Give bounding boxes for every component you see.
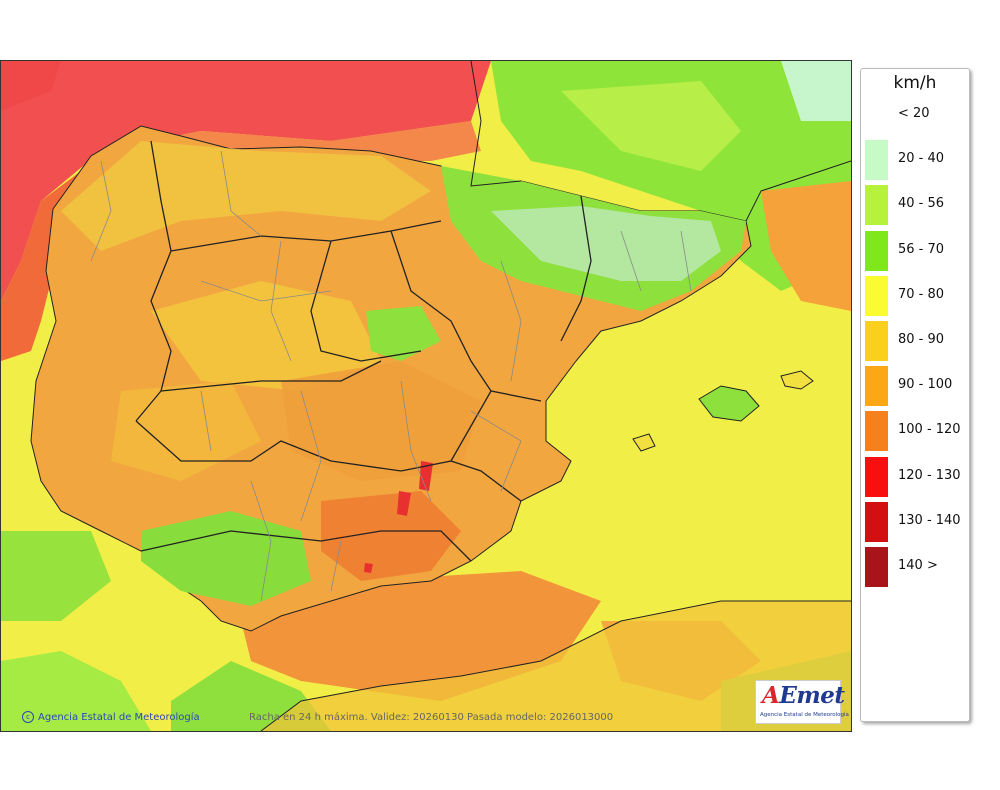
legend-item: 120 - 130 [865, 456, 969, 497]
legend-item: 56 - 70 [865, 230, 969, 271]
legend-swatch [865, 411, 888, 452]
legend-label: 100 - 120 [898, 422, 961, 438]
attribution-text: Agencia Estatal de Meteorología [38, 712, 200, 723]
legend-item: 130 - 140 [865, 501, 969, 542]
legend-item: 40 - 56 [865, 185, 969, 226]
legend-swatch [865, 185, 888, 226]
legend-item: 100 - 120 [865, 411, 969, 452]
copyright-icon: c [22, 711, 34, 723]
legend-label: 80 - 90 [898, 332, 945, 347]
legend-swatch [865, 275, 888, 316]
logo-subtitle: Agencia Estatal de Meteorología [760, 712, 849, 718]
legend-label: 40 - 56 [898, 196, 945, 212]
legend-item: < 20 [865, 95, 969, 135]
legend-item: 140 > [865, 547, 969, 587]
legend-label: 20 - 40 [898, 151, 945, 167]
legend-swatch [865, 456, 888, 497]
attribution: c Agencia Estatal de Meteorología [22, 711, 200, 723]
legend-item: 20 - 40 [865, 140, 969, 181]
legend-item: 80 - 90 [865, 321, 969, 361]
legend-label: 120 - 130 [898, 467, 961, 483]
legend-label: 140 > [898, 558, 938, 573]
legend-label: 56 - 70 [898, 241, 945, 257]
legend: km/h < 20 20 - 40 40 - 56 56 - 70 70 - 80 80 … [860, 68, 970, 722]
legend-swatch [865, 321, 888, 361]
legend-label: 70 - 80 [898, 286, 945, 302]
aemet-logo: AEmet Agencia Estatal de Meteorología [755, 680, 849, 724]
wind-gust-map [0, 60, 852, 732]
legend-swatch [865, 366, 888, 407]
legend-label: 90 - 100 [898, 377, 953, 393]
legend-label: < 20 [898, 106, 930, 121]
legend-swatch [865, 501, 888, 542]
legend-swatch [865, 230, 888, 271]
legend-unit: km/h [893, 73, 937, 93]
legend-swatch [865, 95, 888, 135]
legend-label: 130 - 140 [898, 512, 961, 528]
legend-item: 90 - 100 [865, 366, 969, 407]
legend-swatch [865, 547, 888, 587]
logo-wordmark: AEmet [762, 682, 845, 709]
map-caption: Racha en 24 h máxima. Validez: 20260130 … [249, 712, 614, 723]
legend-swatch [865, 140, 888, 181]
legend-item: 70 - 80 [865, 275, 969, 316]
